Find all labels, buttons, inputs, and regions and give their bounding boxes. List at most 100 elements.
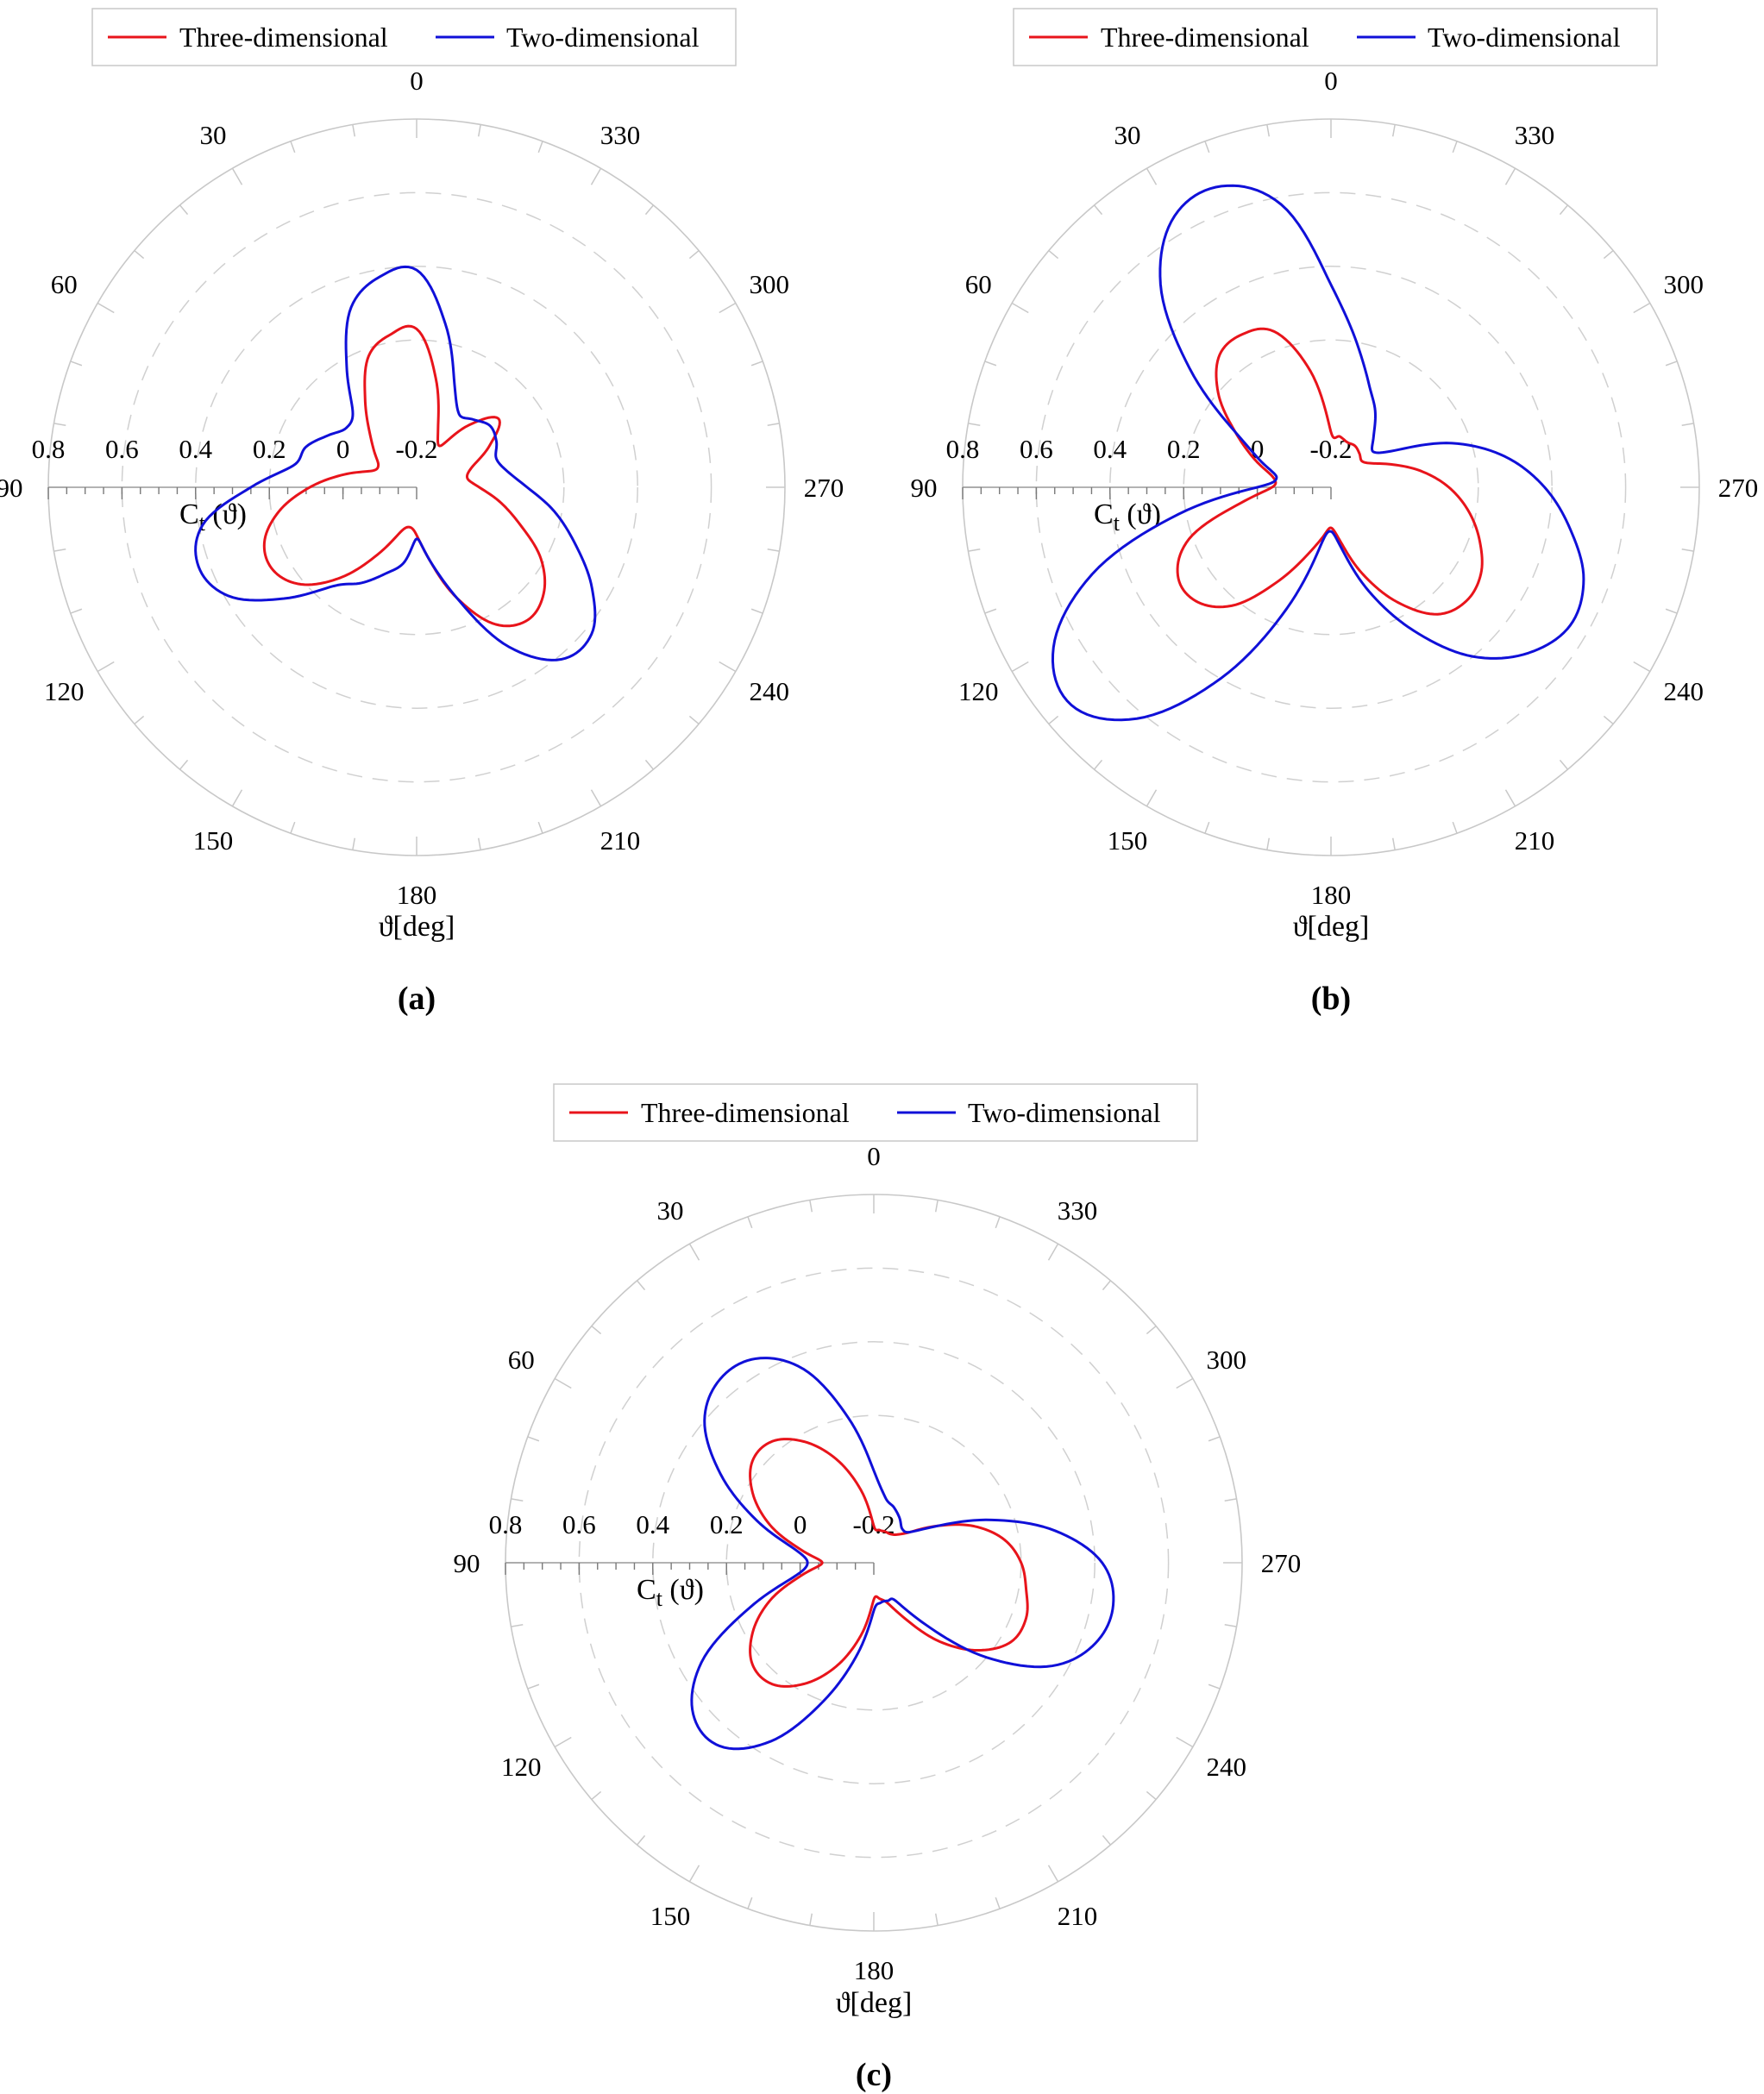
angle-tick <box>1176 1377 1194 1389</box>
angle-tick <box>688 1865 700 1883</box>
panel-caption: (a) <box>398 981 436 1017</box>
angle-tick <box>527 1436 540 1442</box>
angle-tick <box>636 1280 646 1291</box>
angle-tick-label: 60 <box>51 269 78 299</box>
angle-tick <box>537 821 543 834</box>
angle-tick <box>179 204 189 216</box>
angle-tick-label: 210 <box>600 825 641 856</box>
angle-tick <box>1665 360 1678 367</box>
angle-tick <box>70 360 83 367</box>
angle-tick <box>1011 661 1029 673</box>
angle-tick-label: 180 <box>397 880 437 910</box>
angle-tick <box>688 715 700 725</box>
angle-tick <box>1559 759 1569 770</box>
radial-tick-label: 0.4 <box>179 434 212 464</box>
angle-tick <box>527 1683 540 1690</box>
angle-tick <box>1208 1683 1221 1690</box>
angle-tick <box>968 548 981 552</box>
angle-tick <box>231 789 243 807</box>
angle-tick <box>97 302 115 314</box>
radial-tick-label: 0.2 <box>710 1509 744 1539</box>
radial-tick-label: 0.4 <box>636 1509 669 1539</box>
series-layer <box>1051 184 1585 722</box>
angle-tick-label: 30 <box>657 1195 684 1226</box>
angle-tick <box>70 608 83 614</box>
radial-axis-title: Ct (ϑ) <box>179 498 247 536</box>
angle-tick <box>537 141 543 154</box>
legend-box <box>91 8 737 66</box>
angle-tick <box>477 124 481 137</box>
series-three-dimensional <box>262 324 547 628</box>
radial-tick-label: 0.6 <box>1020 434 1053 464</box>
angle-tick-label: 150 <box>193 825 234 856</box>
radial-tick-label: 0.6 <box>562 1509 596 1539</box>
radial-tick-label: 0.8 <box>32 434 66 464</box>
angle-tick <box>767 548 780 552</box>
angle-tick <box>636 1834 646 1846</box>
angle-tick <box>53 548 66 552</box>
angle-tick-label: 240 <box>1664 676 1704 706</box>
angle-axis-title: ϑ[deg] <box>379 911 455 943</box>
angle-tick <box>1603 715 1614 725</box>
angle-tick <box>1633 661 1651 673</box>
angle-tick-label: 0 <box>867 1141 881 1171</box>
angle-tick <box>53 423 66 427</box>
angle-tick <box>1146 789 1158 807</box>
angle-tick <box>809 1913 813 1926</box>
polar-grid: 0 30 60 90 120 150 180 210 240 270 300 330 0.8 0.6 0.4… <box>454 1141 1302 1985</box>
radial-tick-label: 0.2 <box>1167 434 1201 464</box>
angle-tick <box>179 759 189 770</box>
angle-tick <box>995 1216 1001 1229</box>
grid-ring <box>121 191 713 783</box>
grid-ring <box>1109 266 1553 709</box>
angle-axis-title: ϑ[deg] <box>836 1987 913 2019</box>
angle-tick-label: 0 <box>1324 66 1338 96</box>
angle-tick-label: 270 <box>804 473 844 503</box>
angle-tick-label: 300 <box>1207 1345 1247 1375</box>
angle-tick-label: 300 <box>1664 269 1704 299</box>
angle-tick <box>591 1325 602 1335</box>
angle-tick <box>750 608 763 614</box>
angle-tick <box>1266 837 1271 850</box>
grid-ring <box>652 1341 1095 1784</box>
angle-tick-label: 180 <box>854 1955 895 1985</box>
angle-tick <box>747 1216 753 1229</box>
angle-tick <box>747 1897 753 1909</box>
angle-tick <box>1204 141 1210 154</box>
series-two-dimensional <box>690 1357 1115 1751</box>
angle-tick <box>1048 715 1059 725</box>
series-three-dimensional <box>1176 327 1484 616</box>
radial-tick-label: 0.2 <box>253 434 286 464</box>
angle-tick <box>1011 302 1029 314</box>
angle-tick-label: 120 <box>501 1752 542 1782</box>
angle-tick-label: 330 <box>600 120 641 150</box>
angle-tick <box>590 167 602 185</box>
panel-caption: (b) <box>1311 981 1351 1017</box>
angle-tick <box>1504 167 1516 185</box>
panel-caption: (c) <box>856 2057 892 2093</box>
angle-tick <box>1681 548 1694 552</box>
legend-label-three-dimensional: Three-dimensional <box>179 22 388 53</box>
radial-tick-label: -0.2 <box>395 434 437 464</box>
angle-tick-label: 30 <box>200 120 227 150</box>
legend-label-two-dimensional: Two-dimensional <box>506 22 700 53</box>
angle-tick <box>1224 1623 1237 1627</box>
angle-tick <box>590 789 602 807</box>
angle-tick <box>477 837 481 850</box>
legend-label-two-dimensional: Two-dimensional <box>1428 22 1621 53</box>
angle-tick <box>1681 423 1694 427</box>
grid-ring <box>578 1267 1170 1859</box>
legend: Three-dimensional Two-dimensional <box>1013 8 1658 66</box>
angle-tick <box>352 837 356 850</box>
angle-tick-label: 0 <box>410 66 424 96</box>
panel-c: Three-dimensional Two-dimensional 0 30 60 9… <box>454 1083 1302 2093</box>
angle-tick <box>1266 124 1271 137</box>
legend-box <box>1013 8 1658 66</box>
grid-ring <box>1035 191 1627 783</box>
legend-label-three-dimensional: Three-dimensional <box>641 1097 850 1128</box>
angle-tick <box>1452 821 1458 834</box>
panel-a: Three-dimensional Two-dimensional 0 30 60 9… <box>0 8 844 1017</box>
grid-ring <box>195 266 638 709</box>
grid-ring <box>268 339 565 636</box>
